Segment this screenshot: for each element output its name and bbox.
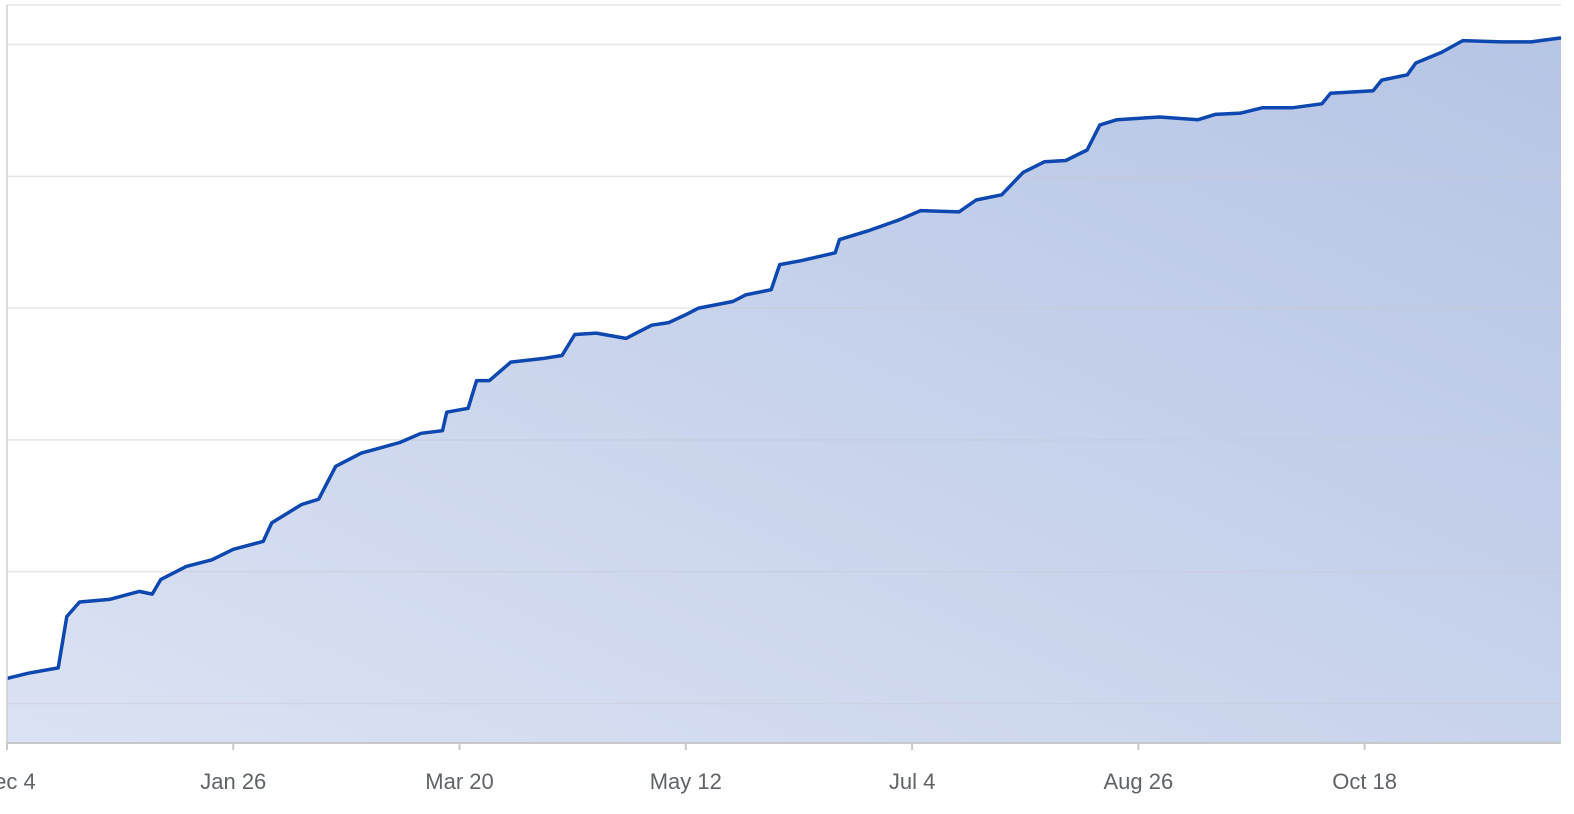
- x-tick-label: Mar 20: [425, 769, 493, 794]
- x-tick-label: Aug 26: [1103, 769, 1173, 794]
- x-tick-label: Dec 4: [0, 769, 36, 794]
- line: [6, 36, 1562, 681]
- area-fill: [7, 37, 1561, 743]
- x-tick-label: Jul 4: [889, 769, 935, 794]
- x-tick-label: Oct 18: [1332, 769, 1397, 794]
- x-tick-label: Jan 26: [200, 769, 266, 794]
- x-tick-label: May 12: [650, 769, 722, 794]
